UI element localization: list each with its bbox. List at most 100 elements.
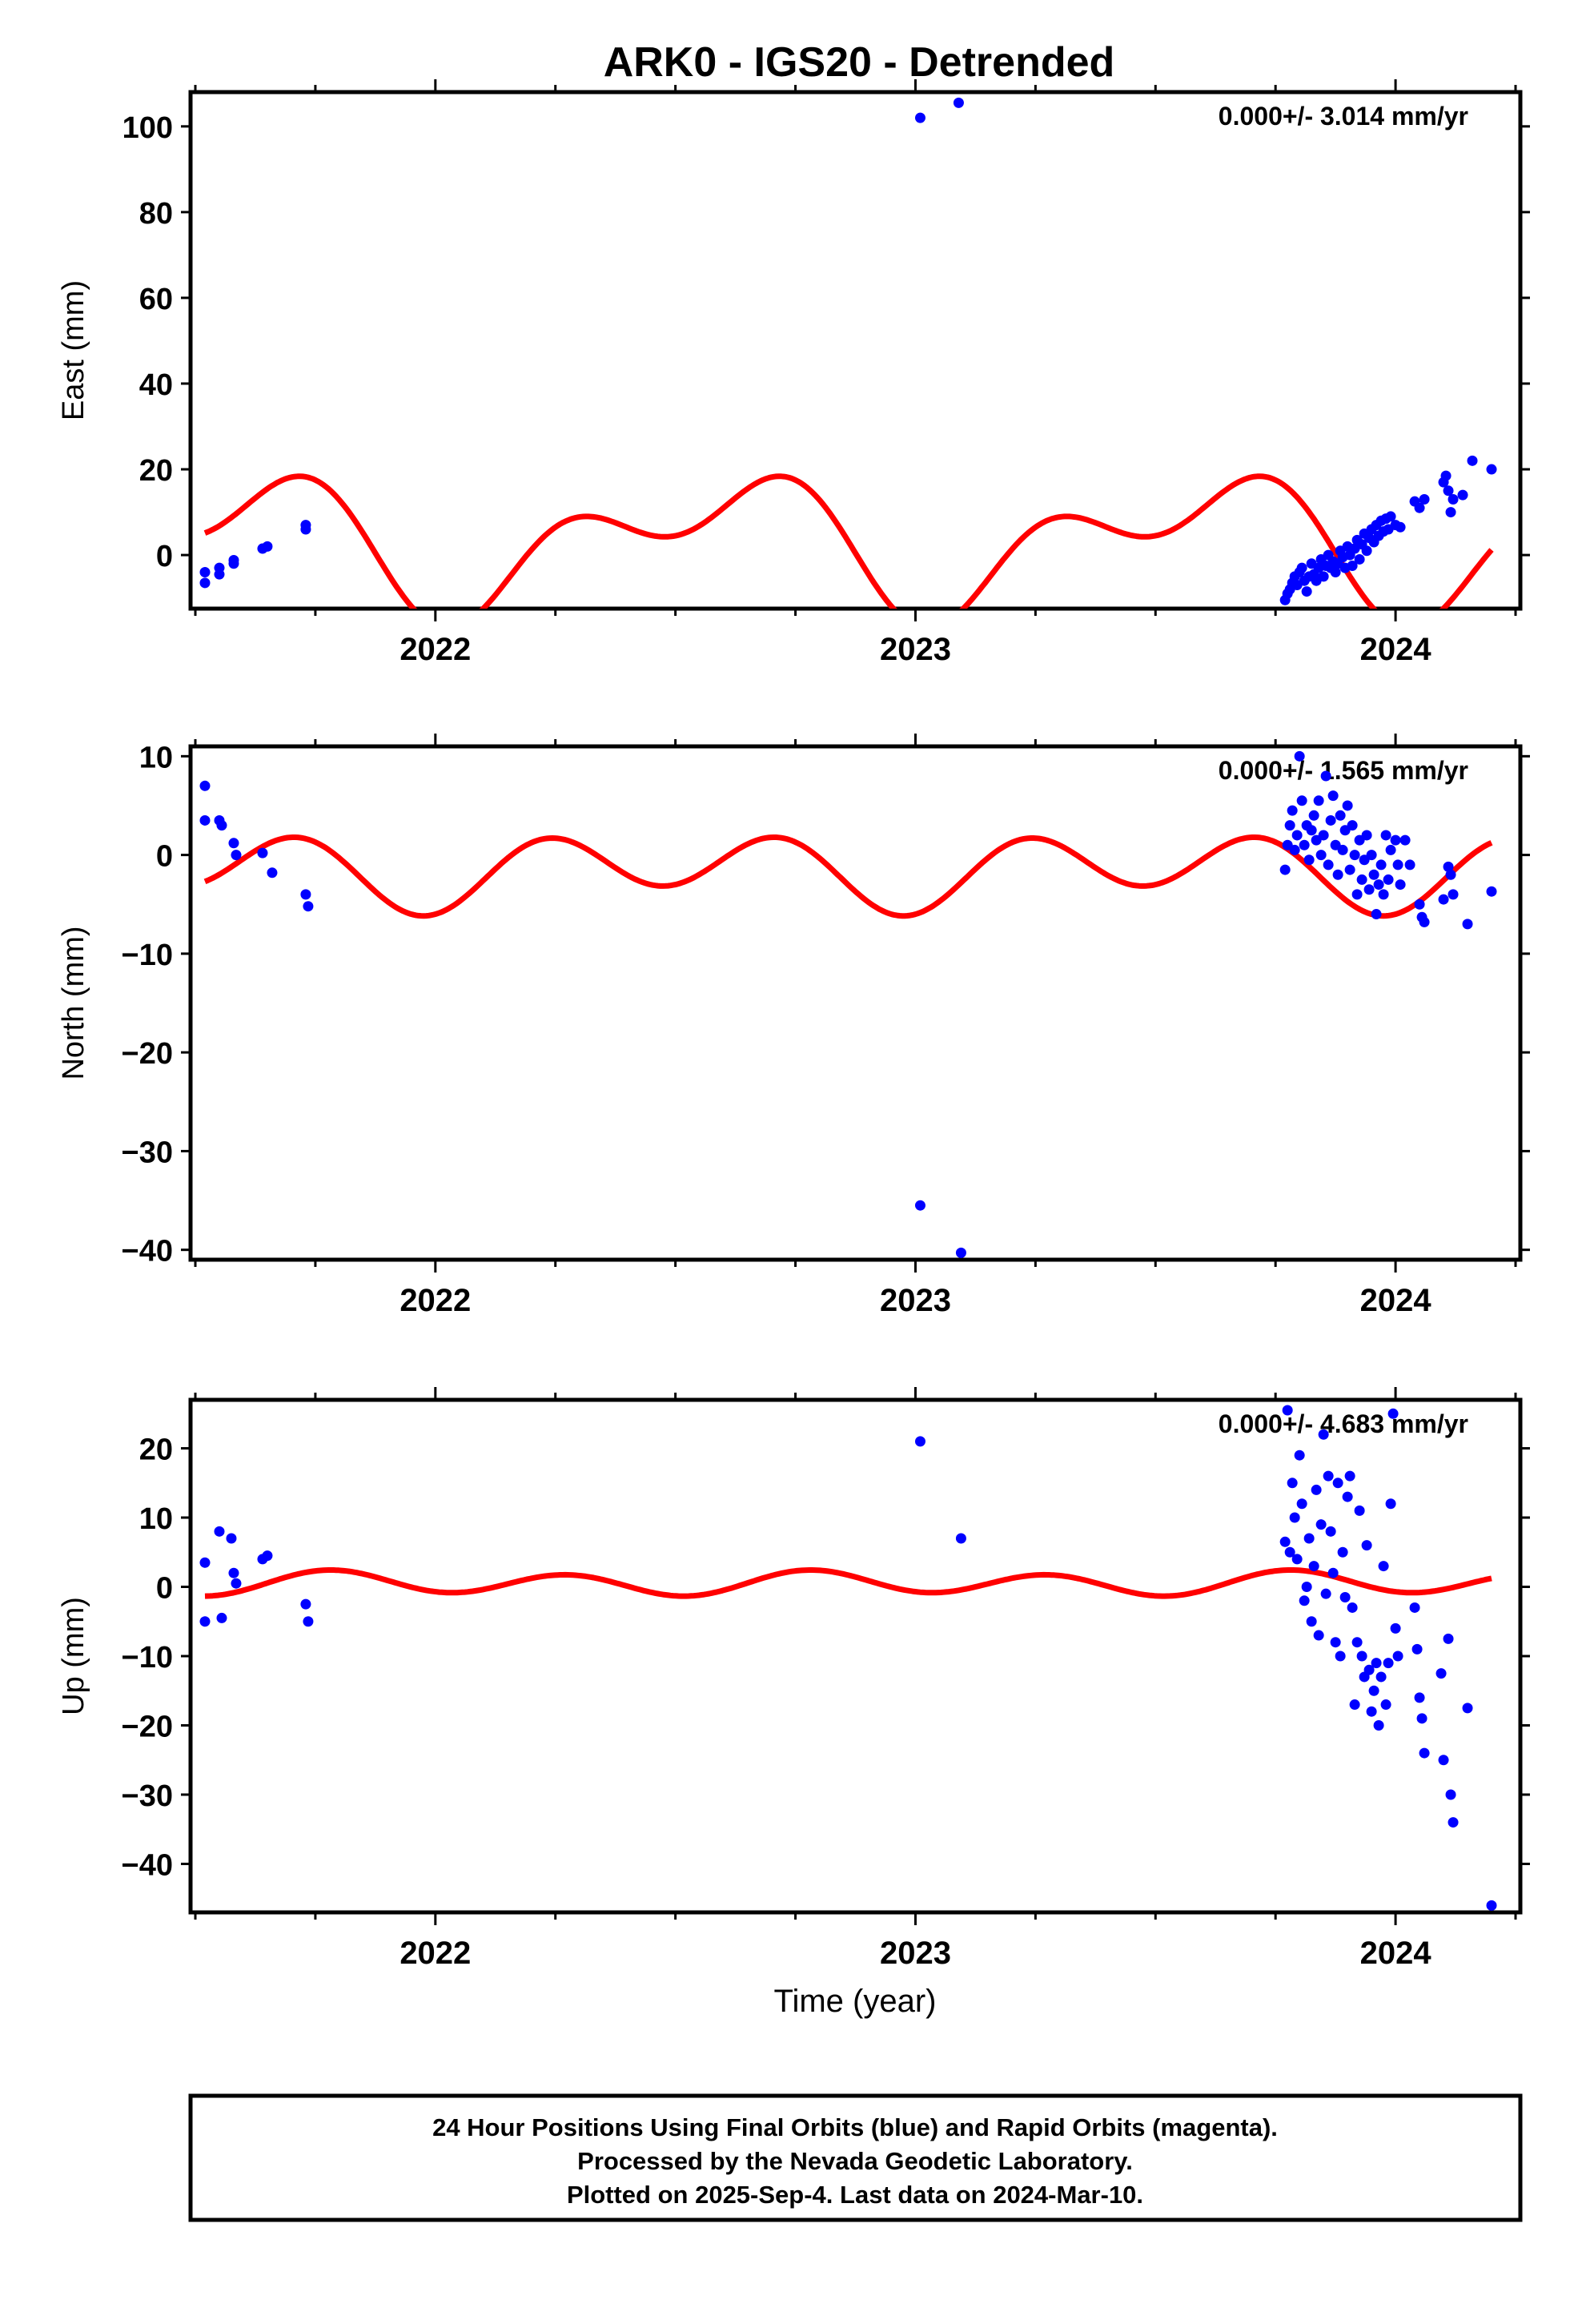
up-data-point: [231, 1578, 242, 1589]
north-data-point: [267, 867, 278, 879]
north-y-axis: 10 0 −10 −20 −30 −40: [122, 741, 1530, 1269]
up-data-point: [1335, 1651, 1346, 1662]
east-data-point: [1330, 567, 1341, 578]
north-ytick-label: 0: [156, 840, 173, 874]
up-data-point: [1361, 1540, 1372, 1551]
north-data-point: [199, 780, 211, 791]
up-ytick-label: 0: [156, 1572, 173, 1606]
up-data-point: [214, 1526, 225, 1537]
up-data-point: [199, 1616, 211, 1627]
north-data-point: [1438, 894, 1449, 905]
east-ytick-label: 80: [139, 197, 173, 231]
east-data-point: [214, 569, 225, 580]
up-data-point: [1392, 1651, 1403, 1662]
north-data-point: [1313, 795, 1324, 806]
north-data-point: [1371, 909, 1382, 920]
north-data-point: [1395, 879, 1406, 891]
up-data-point: [216, 1612, 227, 1623]
up-data-point: [1363, 1664, 1375, 1675]
north-model-curve: [203, 834, 1493, 919]
figure-title: ARK0 - IGS20 - Detrended: [604, 39, 1115, 86]
up-data-point: [1351, 1637, 1363, 1648]
north-data-point: [1363, 884, 1375, 895]
north-data-point: [1486, 886, 1497, 897]
east-data-point: [228, 555, 239, 566]
north-data-point: [1414, 899, 1425, 910]
up-ytick-label: −40: [122, 1848, 173, 1882]
north-panel: North (mm) 0.000+/- 1.565 mm/yr 10 0 −10 −2…: [57, 734, 1530, 1318]
north-data-point: [1306, 825, 1317, 836]
east-y-axis: 100 80 60 40 20 0: [122, 111, 1530, 573]
east-rate-label: 0.000+/- 3.014 mm/yr: [1219, 102, 1468, 131]
east-ytick-label: 0: [156, 540, 173, 573]
north-data-point: [1284, 820, 1295, 831]
up-data-point: [1282, 1405, 1293, 1416]
up-data-point: [1438, 1755, 1449, 1766]
up-ytick-label: −20: [122, 1710, 173, 1743]
x-axis-label: Time (year): [774, 1984, 937, 2019]
up-data-point: [1380, 1699, 1391, 1711]
north-data-point: [1335, 810, 1346, 821]
up-plot-area: [199, 1405, 1497, 1911]
north-data-point: [1447, 889, 1459, 900]
east-data-point: [1414, 502, 1425, 513]
up-data-point: [1318, 1429, 1329, 1440]
north-xtick-label: 2024: [1360, 1283, 1432, 1318]
east-ytick-label: 100: [122, 111, 173, 145]
north-data-point: [1325, 814, 1336, 826]
up-model-curve: [204, 1567, 1492, 1599]
north-ytick-label: −10: [122, 939, 173, 972]
north-x-axis: 2022 2023 2024: [194, 734, 1517, 1318]
north-data-point: [1347, 820, 1358, 831]
north-data-point: [1294, 750, 1305, 762]
east-data-point: [1419, 494, 1430, 505]
north-data-point: [1366, 850, 1377, 861]
up-data-point: [1320, 1588, 1331, 1599]
up-plot-frame: [188, 1397, 1523, 1915]
up-xtick-label: 2022: [400, 1936, 471, 1971]
up-data-point: [1447, 1817, 1459, 1828]
up-data-point: [1284, 1546, 1295, 1558]
north-data-point: [1296, 795, 1307, 806]
up-y-axis: 20 10 0 −10 −20 −30 −40: [122, 1433, 1530, 1882]
up-data-point: [1301, 1582, 1312, 1593]
north-ytick-label: −20: [122, 1037, 173, 1071]
north-ytick-label: −40: [122, 1235, 173, 1269]
east-data-point: [1318, 571, 1329, 582]
north-data-point: [1383, 874, 1394, 885]
north-data-point: [1373, 879, 1384, 891]
east-ytick-label: 40: [139, 368, 173, 402]
footer-box: 24 Hour Positions Using Final Orbits (bl…: [188, 2093, 1523, 2222]
east-data-point: [199, 577, 211, 589]
east-ytick-label: 60: [139, 283, 173, 316]
up-data-point: [1419, 1747, 1430, 1759]
up-data-point: [1435, 1668, 1447, 1679]
up-data-point: [1279, 1536, 1291, 1547]
up-data-point: [1313, 1630, 1324, 1641]
north-data-point: [231, 850, 242, 861]
north-data-point: [1404, 859, 1415, 870]
up-data-point: [1486, 1900, 1497, 1911]
up-data-point: [914, 1436, 926, 1447]
north-data-point: [1342, 800, 1353, 811]
up-data-point: [1296, 1498, 1307, 1510]
up-data-point: [1387, 1408, 1399, 1419]
up-data-point: [1366, 1706, 1377, 1717]
east-data-points: [199, 97, 1497, 605]
up-ytick-label: −30: [122, 1779, 173, 1813]
east-data-point: [1457, 489, 1468, 501]
north-data-point: [1378, 889, 1389, 900]
north-data-point: [1361, 830, 1372, 841]
up-ylabel: Up (mm): [57, 1597, 90, 1715]
up-data-point: [1289, 1512, 1300, 1523]
north-data-point: [1337, 844, 1348, 855]
up-data-point: [262, 1550, 273, 1562]
north-data-point: [1287, 805, 1298, 816]
up-data-points: [199, 1405, 1497, 1911]
up-data-point: [1342, 1491, 1353, 1502]
east-data-point: [300, 520, 311, 531]
east-data-point: [262, 541, 273, 552]
up-data-point: [1371, 1658, 1382, 1669]
north-data-points: [199, 750, 1497, 1258]
east-data-point: [914, 112, 926, 123]
